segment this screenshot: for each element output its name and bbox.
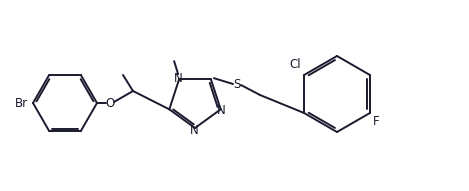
Text: N: N — [189, 124, 198, 137]
Text: Br: Br — [15, 96, 28, 109]
Text: Cl: Cl — [289, 58, 301, 71]
Text: N: N — [174, 72, 182, 85]
Text: F: F — [373, 115, 379, 128]
Text: N: N — [217, 104, 226, 117]
Text: O: O — [106, 96, 114, 109]
Text: S: S — [233, 78, 241, 91]
